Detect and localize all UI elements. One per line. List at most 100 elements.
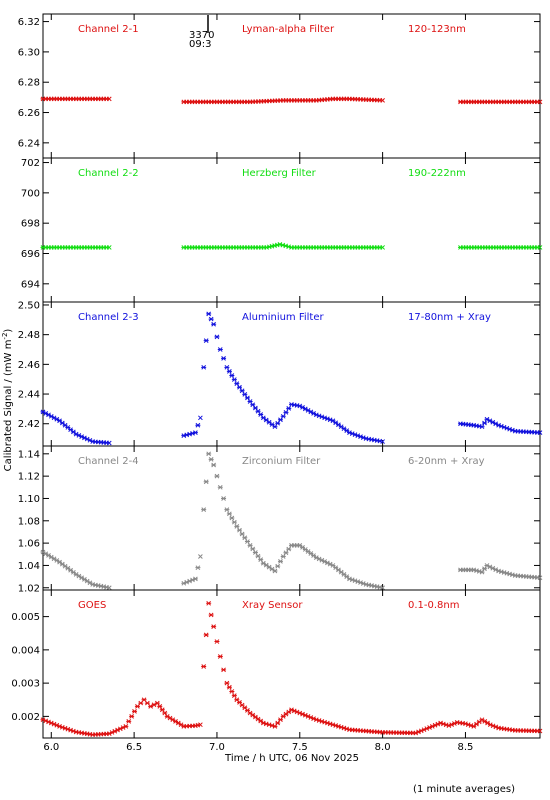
y-tick-label: 6.28 xyxy=(18,78,40,89)
x-tick-label: 8.0 xyxy=(375,742,391,753)
y-tick-label: 0.003 xyxy=(11,679,40,690)
filter-label: Aluminium Filter xyxy=(242,312,325,323)
y-tick-label: 6.26 xyxy=(18,108,40,119)
y-tick-label: 1.02 xyxy=(18,583,40,594)
x-tick-label: 6.0 xyxy=(43,742,59,753)
channel-label: Channel 2-4 xyxy=(78,456,139,467)
data-point xyxy=(201,507,207,512)
data-point xyxy=(234,381,240,387)
data-point xyxy=(154,700,160,706)
data-point xyxy=(269,566,275,572)
y-tick-label: 1.14 xyxy=(18,449,40,460)
averaging-footnote: (1 minute averages) xyxy=(413,784,515,795)
data-point xyxy=(283,550,289,556)
data-point xyxy=(275,563,281,569)
data-point xyxy=(277,417,283,423)
data-point xyxy=(280,554,286,559)
data-point xyxy=(335,422,341,428)
data-point xyxy=(226,684,232,690)
y-tick-label: 2.42 xyxy=(18,419,40,430)
data-point xyxy=(206,311,212,317)
data-point xyxy=(217,484,223,490)
panel-4: Channel 2-4 Zirconium Filter 6-20nm + Xray… xyxy=(18,445,543,594)
data-series-2 xyxy=(181,415,203,438)
data-point xyxy=(195,565,201,571)
data-point xyxy=(244,395,250,401)
data-point xyxy=(266,564,272,570)
data-point xyxy=(231,693,237,698)
data-point xyxy=(217,654,223,659)
data-point xyxy=(106,585,112,591)
data-point xyxy=(255,408,261,414)
filter-label: Lyman-alpha Filter xyxy=(242,24,335,35)
data-point xyxy=(198,722,203,728)
data-point xyxy=(258,557,264,562)
data-point xyxy=(224,507,230,512)
data-point xyxy=(380,585,385,591)
data-point xyxy=(338,424,344,430)
panels: Channel 2-1 Lyman-alpha Filter 120-123nm 6.… xyxy=(11,13,543,753)
data-point xyxy=(258,412,264,417)
band-label: 6-20nm + Xray xyxy=(408,456,485,467)
time-marker-label-bottom: 09:3 xyxy=(189,39,211,50)
data-point xyxy=(231,519,237,525)
data-point xyxy=(537,99,543,105)
data-point xyxy=(221,356,227,361)
data-point xyxy=(59,561,65,567)
panel-frame xyxy=(42,445,541,591)
data-series-1 xyxy=(40,409,112,446)
data-point xyxy=(211,321,217,327)
data-point xyxy=(157,704,163,709)
panel-2: Channel 2-2 Herzberg Filter 190-222nm 694 69… xyxy=(21,157,543,303)
data-series-1 xyxy=(40,549,112,591)
data-point xyxy=(62,563,68,569)
data-point xyxy=(250,402,256,408)
data-point xyxy=(277,717,283,723)
data-point xyxy=(198,415,203,421)
channel-label: GOES xyxy=(78,600,106,611)
data-point xyxy=(272,724,278,729)
data-series-1 xyxy=(40,96,112,102)
panel-3: Channel 2-3 Aluminium Filter 17-80nm + Xra… xyxy=(18,300,543,447)
channel-label: Channel 2-1 xyxy=(78,24,139,35)
data-point xyxy=(229,689,235,694)
data-point xyxy=(192,576,198,582)
data-point xyxy=(214,334,220,340)
band-label: 17-80nm + Xray xyxy=(408,312,491,323)
x-tick-label: 7.5 xyxy=(292,742,308,753)
data-series-4 xyxy=(457,563,543,581)
y-tick-label: 2.46 xyxy=(18,360,40,371)
data-point xyxy=(214,473,220,479)
data-point xyxy=(252,550,258,555)
data-point xyxy=(206,600,212,606)
y-axis-label-main: Calibrated Signal / (mW m xyxy=(3,340,14,472)
filter-label: Herzberg Filter xyxy=(242,168,317,179)
data-point xyxy=(234,524,240,529)
data-series-3 xyxy=(457,245,543,250)
time-marker: 3370 09:3 xyxy=(189,15,214,50)
data-point xyxy=(252,405,258,411)
data-point xyxy=(263,562,269,568)
y-tick-label: 0.004 xyxy=(11,645,40,656)
x-tick-label: 7.0 xyxy=(209,742,225,753)
x-tick-label: 6.5 xyxy=(126,742,142,753)
band-label: 120-123nm xyxy=(408,24,466,35)
data-point xyxy=(330,418,336,424)
time-marker-label-top: 3370 xyxy=(189,30,214,41)
data-point xyxy=(479,424,485,430)
y-tick-label: 702 xyxy=(21,158,40,169)
data-point xyxy=(221,496,227,501)
data-point xyxy=(208,612,214,618)
data-point xyxy=(231,377,237,382)
data-point xyxy=(537,430,543,435)
data-point xyxy=(283,409,289,415)
data-point xyxy=(239,531,245,537)
y-tick-label: 694 xyxy=(21,279,40,290)
data-point xyxy=(106,440,112,446)
data-point xyxy=(250,546,256,552)
data-point xyxy=(70,569,76,575)
data-series-2 xyxy=(181,554,203,586)
band-label: 0.1-0.8nm xyxy=(408,600,460,611)
data-point xyxy=(236,527,242,533)
data-point xyxy=(214,639,220,644)
